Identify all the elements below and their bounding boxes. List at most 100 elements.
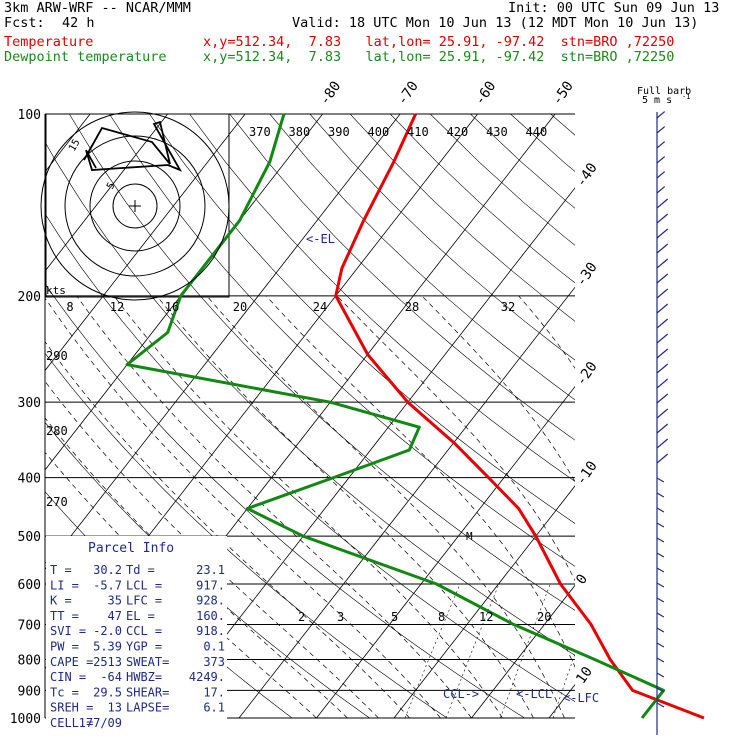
mixing-ratio-label: 8 (438, 610, 445, 624)
hodograph-ring-label: 15 (67, 138, 83, 154)
pressure-tick-label: 600 (18, 578, 41, 593)
isotherm (45, 114, 246, 372)
dry-adiabat (69, 114, 575, 611)
wind-barb (656, 567, 665, 573)
model-title: 3km ARW-WRF -- NCAR/MMM (4, 0, 191, 16)
parcel-info-key: SREH = (50, 701, 93, 715)
dry-adiabat (309, 114, 575, 361)
legend-temperature-info: x,y=512.34, 7.83 lat,lon= 25.91, -97.42 … (203, 34, 675, 50)
dry-adiabat (389, 114, 575, 284)
dry-adiabat (510, 114, 575, 172)
parcel-info-key: LAPSE= (126, 701, 169, 715)
temperature-tick-label: -80 (317, 78, 345, 108)
pressure-tick-label: 900 (18, 684, 41, 699)
mixing-ratio-line (663, 584, 703, 718)
hodograph (40, 111, 230, 301)
wind-barb (656, 318, 669, 329)
wind-barb (656, 186, 666, 194)
wind-barb (656, 171, 666, 179)
dry-adiabat (550, 114, 575, 136)
mixing-ratio-label: 2 (298, 610, 305, 624)
full-barb-label: Full barb (637, 86, 691, 97)
wind-barb (656, 492, 665, 498)
dry-adiabat (671, 114, 740, 718)
isotherm (548, 684, 575, 719)
wind-barb (656, 348, 669, 359)
pressure-tick-label: 500 (18, 530, 41, 545)
wind-barb (656, 408, 669, 419)
hodograph-speed-label: 28 (405, 300, 419, 314)
wind-barb (656, 111, 666, 119)
parcel-info-value: 928. (196, 594, 225, 608)
parcel-info-value: 23.1 (196, 563, 225, 577)
legend-temperature-name: Temperature (4, 34, 94, 50)
dry-adiabat (189, 114, 575, 482)
wind-barb (656, 627, 665, 633)
lfc-annotation: <-LFC (563, 691, 599, 705)
wind-barb (656, 537, 665, 543)
parcel-info-key: TT = (50, 609, 79, 623)
dry-adiabat (711, 114, 740, 718)
parcel-info-key: Tc = (50, 685, 79, 699)
parcel-info-key: K = (50, 594, 72, 608)
parcel-info-value: 29.5 (93, 685, 122, 699)
parcel-info-key: CCL = (126, 624, 162, 638)
isotherm (316, 385, 575, 719)
hodograph-speed-label: 12 (110, 300, 124, 314)
wind-barb (656, 702, 665, 708)
wind-barb (656, 126, 666, 134)
temperature-tick-label: -50 (549, 78, 577, 108)
wind-barb (656, 657, 665, 663)
parcel-info-key: SVI = (50, 624, 86, 638)
parcel-info-key: CELL = (50, 716, 93, 730)
parcel-info-value: 0.1 (203, 640, 225, 654)
hodograph-speed-label: 24 (313, 300, 327, 314)
temperature-tick-label: 10 (573, 664, 596, 687)
parcel-info-value: 2513 (93, 655, 122, 669)
wind-barb (656, 453, 669, 464)
hodograph-speed-label: 20 (233, 300, 247, 314)
moist-adiabat (616, 296, 719, 718)
chart-marks (125, 113, 705, 720)
temperature-profile (334, 113, 705, 720)
hodograph-ring (40, 111, 230, 301)
dewpoint-profile (125, 113, 666, 719)
moist-adiabat (206, 295, 565, 719)
isotherm (627, 114, 740, 718)
temperature-tick-label: -10 (573, 458, 601, 488)
parcel-info-title: Parcel Info (88, 541, 174, 556)
pressure-tick-label: 100 (18, 108, 41, 123)
parcel-info-key: PW = (50, 640, 79, 654)
parcel-info-key: CAPE = (50, 655, 93, 669)
adiabat-label: 290 (46, 349, 68, 363)
hodograph-ring (112, 183, 158, 229)
theta-label: 380 (289, 125, 311, 139)
parcel-info-key: SHEAR= (126, 685, 169, 699)
hodograph-trace (83, 120, 183, 172)
isotherm (704, 114, 740, 718)
wind-barb (656, 141, 666, 149)
parcel-info-value: 917. (196, 578, 225, 592)
parcel-info-value: 918. (196, 624, 225, 638)
parcel-info-value: 373 (203, 655, 225, 669)
pressure-tick-label: 1000 (10, 712, 41, 727)
wind-barb (656, 228, 669, 239)
dry-adiabat (45, 141, 575, 656)
isotherm (161, 187, 575, 719)
parcel-info-value: 160. (196, 609, 225, 623)
hodograph-ring-label: 5 (105, 181, 118, 192)
parcel-info-value: 5.39 (93, 640, 122, 654)
parcel-info-key: HWBZ= (126, 670, 162, 684)
wind-unit-label: 5 m s (642, 95, 672, 106)
wind-barb (656, 198, 669, 209)
temperature-tick-label: -70 (394, 78, 422, 108)
forecast-hour: 42 h (62, 15, 95, 31)
parcel-info-value: 47 (108, 609, 122, 623)
dry-adiabat (109, 114, 575, 567)
wind-barb (656, 582, 665, 588)
el-annotation: <-EL (306, 232, 335, 246)
init-time: Init: 00 UTC Sun 09 Jun 13 (508, 0, 720, 16)
wind-barb (656, 213, 669, 224)
isotherm (45, 114, 168, 272)
